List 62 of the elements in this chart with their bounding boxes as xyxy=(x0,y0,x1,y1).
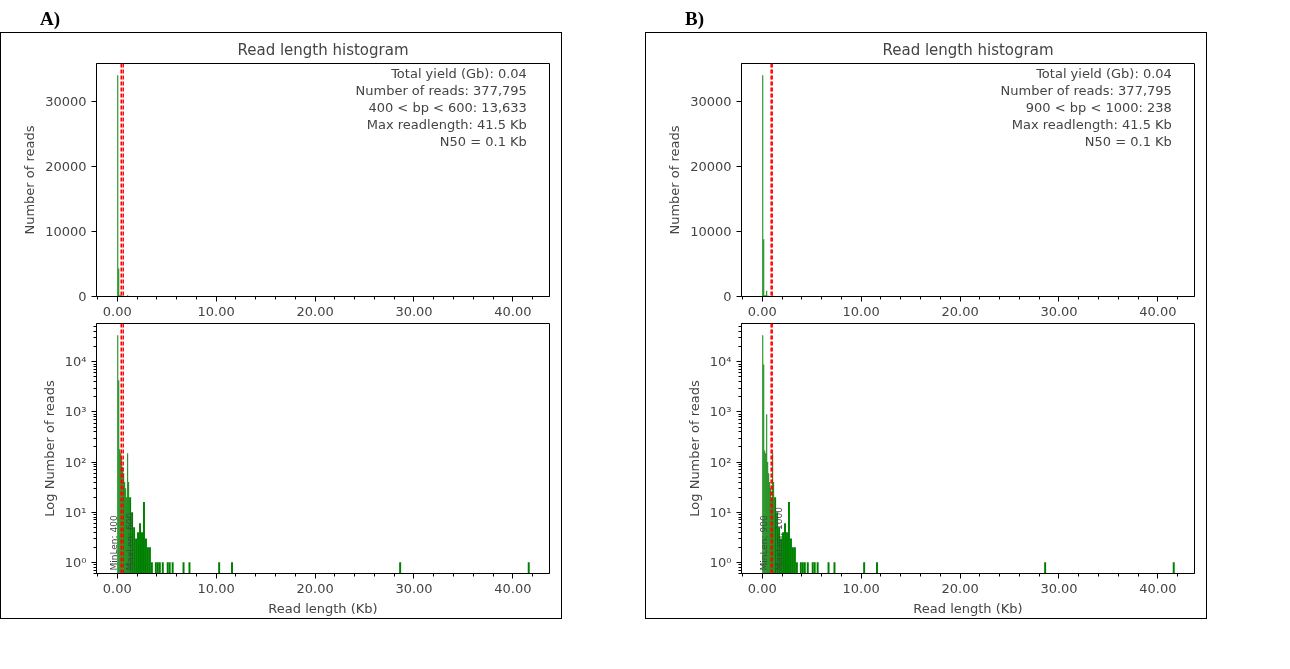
ref-line-label: MaxLen: 1000 xyxy=(774,506,785,571)
x-tick-label: 20.00 xyxy=(296,580,334,596)
annotation: Max readlength: 41.5 Kb xyxy=(1011,117,1172,132)
x-tick-label: 30.00 xyxy=(1040,303,1078,319)
x-tick-label: 0.00 xyxy=(102,303,132,319)
x-axis-title: Read length (Kb) xyxy=(268,600,378,616)
y-tick-label: 30000 xyxy=(45,93,87,109)
y-tick-label: 0 xyxy=(78,289,87,304)
x-tick-label: 10.00 xyxy=(842,580,880,596)
x-tick-label: 40.00 xyxy=(1139,303,1177,319)
y-tick-label: 10¹ xyxy=(709,504,732,520)
x-tick-label: 0.00 xyxy=(747,580,777,596)
x-tick-label: 20.00 xyxy=(941,303,979,319)
y-axis-title: Log Number of reads xyxy=(41,380,57,517)
annotation: N50 = 0.1 Kb xyxy=(1084,134,1172,149)
x-tick-label: 40.00 xyxy=(494,580,532,596)
x-tick-label: 20.00 xyxy=(296,303,334,319)
y-tick-label: 20000 xyxy=(690,158,732,174)
x-tick-label: 30.00 xyxy=(1040,580,1078,596)
y-tick-label: 10⁴ xyxy=(709,354,732,370)
x-tick-label: 10.00 xyxy=(842,303,880,319)
y-tick-label: 20000 xyxy=(45,158,87,174)
y-tick-label: 10¹ xyxy=(64,504,87,520)
text: B) xyxy=(685,7,704,31)
annotation: N50 = 0.1 Kb xyxy=(439,134,527,149)
annotation: Total yield (Gb): 0.04 xyxy=(1035,66,1172,81)
x-tick-label: 30.00 xyxy=(395,580,433,596)
y-axis-title: Number of reads xyxy=(22,125,38,235)
y-tick-label: 10000 xyxy=(45,223,87,239)
annotation: Number of reads: 377,795 xyxy=(355,83,527,98)
y-tick-label: 10⁰ xyxy=(64,554,87,570)
chart-title: Read length histogram xyxy=(882,40,1054,59)
y-tick-label: 10000 xyxy=(690,223,732,239)
x-tick-label: 40.00 xyxy=(1139,580,1177,596)
x-tick-label: 0.00 xyxy=(102,580,132,596)
ref-line-label: MinLen: 900 xyxy=(759,515,770,571)
x-tick-label: 30.00 xyxy=(395,303,433,319)
x-tick-label: 10.00 xyxy=(197,580,235,596)
annotation: Max readlength: 41.5 Kb xyxy=(366,117,527,132)
x-tick-label: 40.00 xyxy=(494,303,532,319)
y-tick-label: 0 xyxy=(723,289,732,304)
ref-line-label: MinLen: 400 xyxy=(109,515,120,571)
ref-line-label: MaxLen: 600 xyxy=(125,512,136,571)
annotation: 400 < bp < 600: 13,633 xyxy=(368,100,527,115)
y-axis-title: Log Number of reads xyxy=(686,380,702,517)
chart-title: Read length histogram xyxy=(237,40,409,59)
text: A) xyxy=(40,7,61,31)
annotation: Total yield (Gb): 0.04 xyxy=(390,66,527,81)
y-tick-label: 30000 xyxy=(690,93,732,109)
x-tick-label: 0.00 xyxy=(747,303,777,319)
y-tick-label: 10⁰ xyxy=(709,554,732,570)
annotation: Number of reads: 377,795 xyxy=(1000,83,1172,98)
y-tick-label: 10³ xyxy=(64,404,87,420)
y-tick-label: 10⁴ xyxy=(64,354,87,370)
y-axis-title: Number of reads xyxy=(667,125,683,235)
y-tick-label: 10² xyxy=(709,454,732,470)
annotation: 900 < bp < 1000: 238 xyxy=(1025,100,1172,115)
y-tick-label: 10² xyxy=(64,454,87,470)
x-tick-label: 10.00 xyxy=(197,303,235,319)
y-tick-label: 10³ xyxy=(709,404,732,420)
x-tick-label: 20.00 xyxy=(941,580,979,596)
x-axis-title: Read length (Kb) xyxy=(913,600,1023,616)
